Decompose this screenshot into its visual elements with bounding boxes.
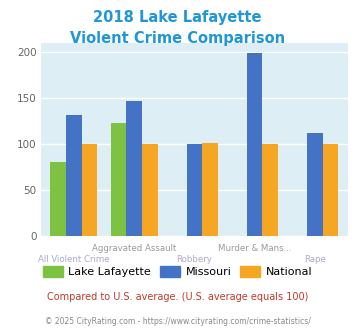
Text: Robbery: Robbery <box>176 255 212 264</box>
Bar <box>262 144 278 236</box>
Bar <box>50 162 66 236</box>
Text: Rape: Rape <box>304 255 326 264</box>
Legend: Lake Lafayette, Missouri, National: Lake Lafayette, Missouri, National <box>38 261 317 281</box>
Bar <box>111 123 126 236</box>
Text: All Violent Crime: All Violent Crime <box>38 255 110 264</box>
Bar <box>142 144 158 236</box>
Bar <box>202 143 218 236</box>
Text: 2018 Lake Lafayette: 2018 Lake Lafayette <box>93 10 262 25</box>
Text: Compared to U.S. average. (U.S. average equals 100): Compared to U.S. average. (U.S. average … <box>47 292 308 302</box>
Bar <box>247 53 262 236</box>
Bar <box>82 144 97 236</box>
Bar <box>66 115 82 236</box>
Text: Aggravated Assault: Aggravated Assault <box>92 244 176 253</box>
Text: Murder & Mans...: Murder & Mans... <box>218 244 291 253</box>
Bar <box>186 144 202 236</box>
Bar <box>307 133 323 236</box>
Text: Violent Crime Comparison: Violent Crime Comparison <box>70 31 285 46</box>
Bar <box>126 101 142 236</box>
Bar <box>323 144 338 236</box>
Text: © 2025 CityRating.com - https://www.cityrating.com/crime-statistics/: © 2025 CityRating.com - https://www.city… <box>45 317 310 326</box>
